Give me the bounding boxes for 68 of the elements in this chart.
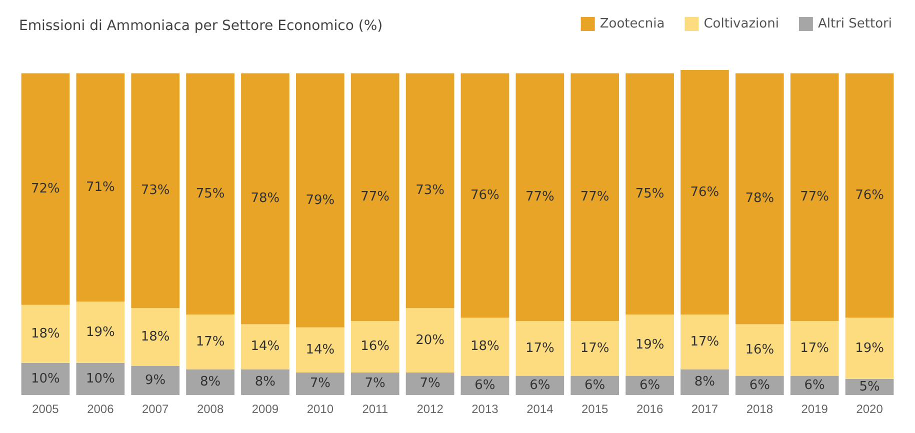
- data-label: 6%: [749, 378, 770, 393]
- x-tick-label: 2007: [142, 402, 170, 416]
- x-tick-label: 2005: [32, 402, 60, 416]
- data-label: 7%: [364, 376, 386, 392]
- data-label: 8%: [254, 374, 276, 390]
- data-label: 9%: [145, 373, 166, 388]
- data-label: 18%: [470, 339, 500, 354]
- data-label: 5%: [859, 379, 880, 394]
- data-label: 76%: [690, 184, 720, 200]
- data-label: 75%: [196, 186, 225, 202]
- x-tick-label: 2006: [87, 402, 114, 416]
- data-label: 78%: [250, 191, 280, 206]
- data-label: 6%: [474, 378, 496, 393]
- data-label: 18%: [31, 326, 60, 342]
- data-label: 77%: [580, 190, 610, 205]
- data-label: 19%: [855, 340, 884, 356]
- x-tick-label: 2010: [306, 402, 334, 416]
- x-tick-label: 2013: [472, 402, 499, 416]
- x-tick-label: 2012: [416, 402, 444, 416]
- x-tick-label: 2019: [801, 402, 828, 416]
- data-label: 19%: [635, 338, 664, 353]
- data-label: 71%: [86, 180, 115, 195]
- data-label: 6%: [584, 378, 606, 393]
- data-label: 7%: [420, 376, 440, 392]
- chart-title: Emissioni di Ammoniaca per Settore Economico (%): [19, 18, 383, 34]
- data-label: 17%: [580, 340, 610, 356]
- data-label: 77%: [360, 190, 390, 205]
- data-label: 17%: [525, 340, 554, 356]
- data-label: 14%: [250, 339, 280, 354]
- data-label: 18%: [140, 330, 170, 345]
- data-label: 10%: [31, 371, 60, 386]
- data-label: 73%: [140, 183, 170, 198]
- data-label: 19%: [86, 324, 115, 340]
- data-label: 76%: [470, 188, 500, 203]
- x-tick-label: 2014: [526, 402, 554, 416]
- data-label: 8%: [694, 374, 716, 390]
- legend-label: Coltivazioni: [704, 16, 779, 32]
- legend-label: Zootecnia: [600, 16, 665, 32]
- x-tick-label: 2020: [856, 402, 884, 416]
- data-label: 6%: [804, 378, 825, 393]
- x-tick-label: 2018: [746, 402, 774, 416]
- data-label: 79%: [306, 192, 335, 208]
- data-label: 16%: [360, 339, 390, 354]
- data-label: 73%: [416, 183, 444, 198]
- data-label: 10%: [86, 371, 115, 386]
- data-label: 8%: [200, 374, 221, 390]
- data-label: 17%: [690, 334, 720, 350]
- x-tick-label: 2015: [581, 402, 609, 416]
- data-label: 77%: [800, 190, 830, 205]
- data-label: 17%: [800, 340, 830, 356]
- data-label: 75%: [635, 186, 664, 202]
- legend-label: Altri Settori: [818, 16, 892, 32]
- data-label: 17%: [196, 334, 225, 350]
- x-tick-label: 2016: [636, 402, 664, 416]
- data-label: 7%: [310, 376, 330, 392]
- x-tick-label: 2017: [691, 402, 718, 416]
- data-label: 77%: [525, 190, 554, 205]
- data-label: 76%: [855, 188, 884, 203]
- data-label: 14%: [306, 342, 335, 358]
- x-tick-label: 2011: [362, 402, 388, 416]
- data-label: 6%: [530, 378, 550, 393]
- data-label: 78%: [745, 191, 774, 206]
- data-label: 20%: [416, 332, 444, 348]
- data-label: 72%: [31, 182, 60, 197]
- x-tick-label: 2008: [196, 402, 224, 416]
- x-tick-label: 2009: [252, 402, 279, 416]
- data-label: 16%: [745, 342, 774, 358]
- data-label: 6%: [639, 378, 660, 393]
